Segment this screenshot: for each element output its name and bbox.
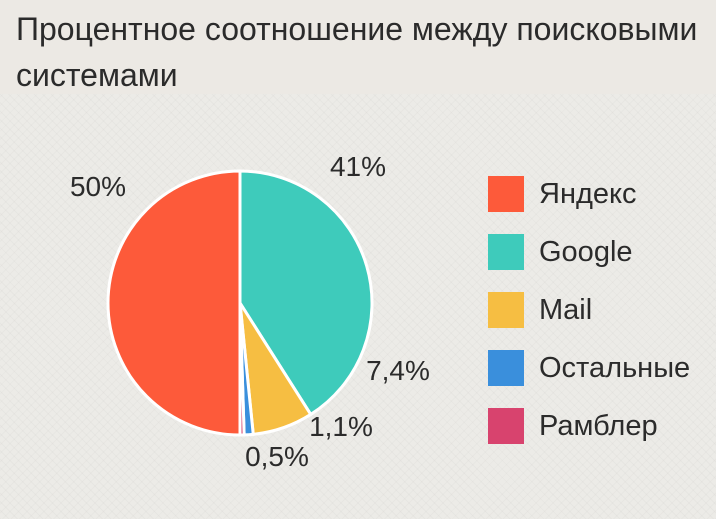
legend-swatch-google [488, 234, 524, 270]
data-label-other: 1,1% [309, 411, 373, 442]
legend-item-rambler: Рамблер [488, 407, 713, 445]
page-title: Процентное соотношение между поисковыми … [16, 11, 698, 93]
legend-label-google: Google [539, 235, 633, 268]
legend-swatch-other [488, 350, 524, 386]
legend-swatch-yandex [488, 176, 524, 212]
legend-swatch-mail [488, 292, 524, 328]
legend-label-mail: Mail [539, 293, 593, 326]
legend-item-mail: Mail [488, 291, 713, 329]
legend-item-other: Остальные [488, 349, 713, 387]
legend: Яндекс Google Mail Остальные Рамблер [488, 175, 713, 465]
header: Процентное соотношение между поисковыми … [0, 0, 716, 94]
data-label-rambler: 0,5% [245, 441, 309, 472]
data-label-mail: 7,4% [366, 355, 430, 386]
legend-label-yandex: Яндекс [539, 177, 637, 210]
data-label-google: 41% [330, 151, 386, 182]
pie-slice-yandex [106, 169, 242, 437]
legend-label-rambler: Рамблер [539, 409, 658, 442]
legend-item-yandex: Яндекс [488, 175, 713, 213]
legend-swatch-rambler [488, 408, 524, 444]
legend-item-google: Google [488, 233, 713, 271]
legend-label-other: Остальные [539, 351, 691, 384]
data-label-yandex: 50% [70, 171, 126, 202]
